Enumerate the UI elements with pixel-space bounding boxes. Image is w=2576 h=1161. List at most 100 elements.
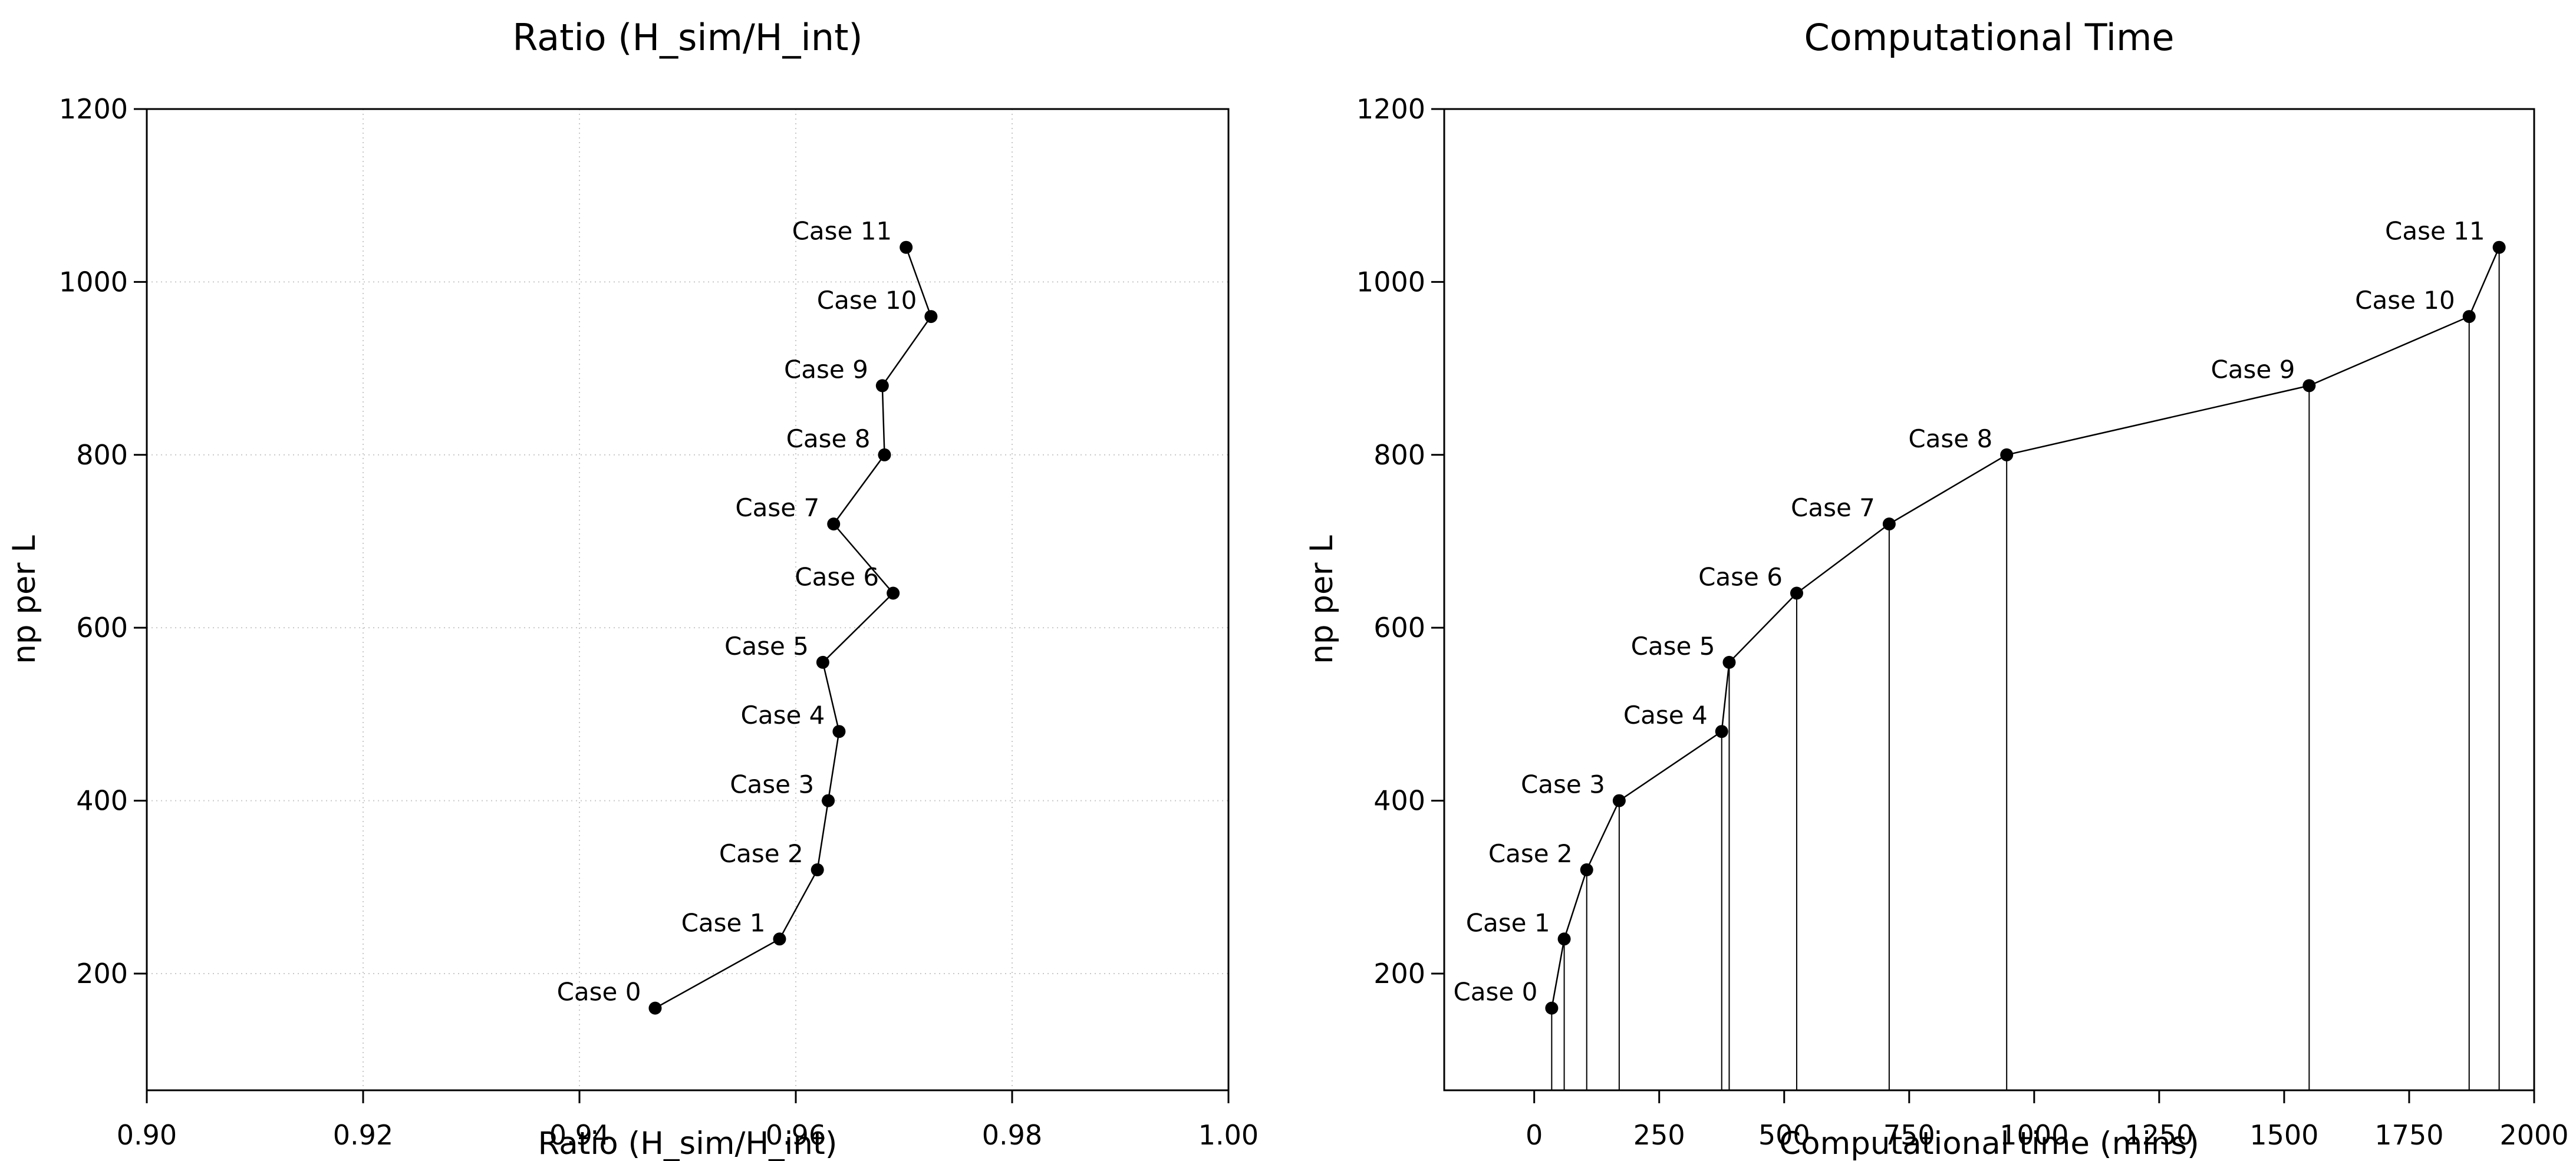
plot-area: [1444, 109, 2534, 1090]
marker-case-8: [2000, 448, 2014, 461]
marker-case-11: [2492, 240, 2506, 254]
stems: [1551, 247, 2500, 1090]
x-tick-label-500: 500: [1758, 1119, 1810, 1151]
case-labels: Case 0 Case 1 Case 2 Case 3 Case 4 Case 5 Case…: [557, 217, 917, 1007]
marker-case-9: [2302, 379, 2316, 393]
x-axis: 0.90 0.92 0.94 0.96 0.98 1.00: [117, 1090, 1259, 1151]
case-label-2: Case 2: [719, 839, 803, 868]
data-line: [654, 247, 932, 1009]
case-label-8: Case 8: [1908, 424, 1992, 453]
case-label-9: Case 9: [784, 355, 868, 384]
panel-ratio: Case 0 Case 1 Case 2 Case 3 Case 4 Case 5 Case…: [6, 16, 1259, 1161]
x-tick-label-1750: 1750: [2374, 1119, 2443, 1151]
marker-case-10: [924, 310, 938, 324]
x-tick-label-1000: 1000: [1999, 1119, 2068, 1151]
x-tick-label-1250: 1250: [2124, 1119, 2193, 1151]
case-labels: Case 0 Case 1 Case 2 Case 3 Case 4 Case 5 Case…: [1453, 217, 2485, 1007]
y-axis: 200 400 600 800 1000 1200: [1356, 93, 1444, 990]
plot-area: [147, 109, 1228, 1090]
markers: [1545, 240, 2506, 1015]
marker-case-4: [832, 725, 846, 738]
y-tick-label-800: 800: [1373, 439, 1425, 471]
marker-case-6: [1790, 586, 1803, 600]
marker-case-7: [1882, 517, 1896, 531]
marker-case-7: [827, 517, 841, 531]
case-label-11: Case 11: [792, 217, 892, 246]
marker-case-11: [900, 240, 913, 254]
marker-case-3: [822, 794, 835, 807]
markers: [648, 240, 938, 1015]
case-label-6: Case 6: [795, 562, 879, 591]
y-tick-label-400: 400: [76, 785, 128, 817]
y-tick-label-600: 600: [1373, 612, 1425, 644]
marker-case-10: [2462, 310, 2476, 324]
y-tick-label-1200: 1200: [1356, 93, 1425, 125]
case-label-6: Case 6: [1698, 562, 1783, 591]
y-tick-label-200: 200: [76, 958, 128, 990]
case-label-2: Case 2: [1488, 839, 1573, 868]
marker-case-3: [1612, 794, 1626, 807]
case-label-10: Case 10: [817, 286, 917, 315]
chart-title: Computational Time: [1804, 16, 2175, 59]
marker-case-0: [648, 1001, 662, 1015]
chart-title: Ratio (H_sim/H_int): [512, 16, 862, 59]
case-label-5: Case 5: [724, 632, 809, 661]
x-tick-label-0.9: 0.90: [117, 1119, 177, 1151]
y-tick-label-1200: 1200: [59, 93, 128, 125]
case-label-11: Case 11: [2385, 217, 2485, 246]
panel-computational-time: Case 0 Case 1 Case 2 Case 3 Case 4 Case 5 Case…: [1304, 16, 2569, 1161]
case-label-1: Case 1: [1466, 908, 1550, 937]
marker-case-1: [773, 932, 786, 946]
y-tick-label-600: 600: [76, 612, 128, 644]
case-label-5: Case 5: [1631, 632, 1715, 661]
y-axis: 200 400 600 800 1000 1200: [59, 93, 147, 990]
marker-case-5: [1722, 655, 1736, 669]
data-line: [1551, 247, 2500, 1008]
x-tick-label-0.98: 0.98: [982, 1119, 1042, 1151]
x-tick-label-0: 0: [1526, 1119, 1543, 1151]
case-label-10: Case 10: [2355, 286, 2455, 315]
marker-case-6: [887, 586, 900, 600]
marker-case-2: [811, 863, 824, 876]
case-label-3: Case 3: [730, 770, 814, 799]
x-tick-label-0.92: 0.92: [333, 1119, 393, 1151]
x-axis-label: Ratio (H_sim/H_int): [538, 1126, 838, 1161]
marker-case-0: [1545, 1001, 1559, 1015]
marker-case-2: [1580, 863, 1593, 876]
y-tick-label-1000: 1000: [1356, 266, 1425, 298]
case-label-0: Case 0: [1453, 978, 1537, 1007]
spines: [146, 108, 1230, 1091]
case-label-4: Case 4: [1623, 701, 1708, 730]
marker-case-1: [1557, 932, 1571, 946]
case-label-7: Case 7: [735, 493, 819, 522]
x-tick-label-0.96: 0.96: [766, 1119, 826, 1151]
y-axis-label: np per L: [6, 535, 42, 664]
y-axis-label: np per L: [1304, 535, 1340, 664]
grid: [147, 109, 1228, 1090]
case-label-1: Case 1: [681, 908, 766, 937]
x-tick-label-1500: 1500: [2249, 1119, 2318, 1151]
x-axis-label: Computational time (mins): [1779, 1126, 2199, 1161]
marker-case-9: [875, 379, 889, 393]
case-label-4: Case 4: [741, 701, 825, 730]
case-label-9: Case 9: [2211, 355, 2295, 384]
case-label-8: Case 8: [786, 424, 871, 453]
x-tick-label-0.94: 0.94: [549, 1119, 610, 1151]
x-tick-label-2000: 2000: [2499, 1119, 2568, 1151]
y-tick-label-400: 400: [1373, 785, 1425, 817]
case-label-0: Case 0: [557, 978, 641, 1007]
spines: [1443, 108, 2535, 1091]
case-label-3: Case 3: [1521, 770, 1605, 799]
y-tick-label-1000: 1000: [59, 266, 128, 298]
case-label-7: Case 7: [1791, 493, 1875, 522]
x-tick-label-750: 750: [1883, 1119, 1935, 1151]
marker-case-5: [816, 655, 829, 669]
marker-case-4: [1715, 725, 1728, 738]
x-axis: 0 250 500 750 1000 1250 1500 1750 2000: [1526, 1090, 2569, 1151]
x-tick-label-250: 250: [1633, 1119, 1685, 1151]
x-tick-label-1: 1.00: [1198, 1119, 1259, 1151]
y-tick-label-200: 200: [1373, 958, 1425, 990]
y-tick-label-800: 800: [76, 439, 128, 471]
